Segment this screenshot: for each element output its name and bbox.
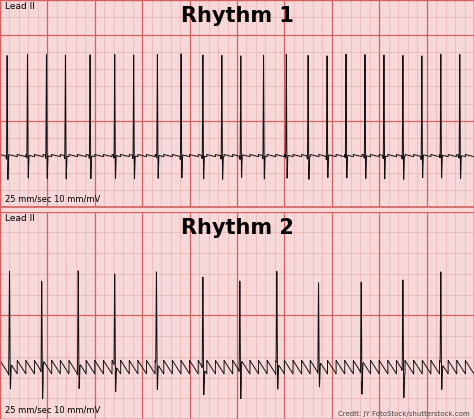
Text: Rhythm 2: Rhythm 2 [181, 218, 293, 238]
Text: Lead II: Lead II [5, 214, 35, 222]
Text: 25 mm/sec 10 mm/mV: 25 mm/sec 10 mm/mV [5, 194, 100, 203]
Text: 25 mm/sec 10 mm/mV: 25 mm/sec 10 mm/mV [5, 406, 100, 415]
Text: Credit: JY FotoStock/shutterstock.com: Credit: JY FotoStock/shutterstock.com [337, 411, 469, 417]
Text: Rhythm 1: Rhythm 1 [181, 6, 293, 26]
Text: Lead II: Lead II [5, 2, 35, 11]
